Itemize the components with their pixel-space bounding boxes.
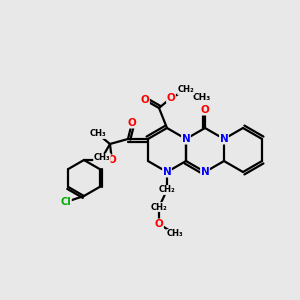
- Text: CH₃: CH₃: [94, 154, 110, 163]
- Text: CH₂: CH₂: [178, 85, 194, 94]
- Text: CH₃: CH₃: [90, 130, 106, 139]
- Text: N: N: [163, 167, 171, 177]
- Text: O: O: [167, 93, 176, 103]
- Text: CH₃: CH₃: [193, 94, 211, 103]
- Text: O: O: [154, 219, 164, 229]
- Text: CH₃: CH₃: [167, 230, 183, 238]
- Text: CH₂: CH₂: [159, 185, 176, 194]
- Text: O: O: [201, 105, 209, 115]
- Text: N: N: [220, 134, 228, 144]
- Text: N: N: [201, 167, 209, 177]
- Text: CH₂: CH₂: [151, 202, 167, 211]
- Text: O: O: [141, 95, 149, 105]
- Text: O: O: [108, 155, 116, 165]
- Text: N: N: [182, 134, 190, 144]
- Text: Cl: Cl: [61, 197, 71, 207]
- Text: O: O: [128, 118, 136, 128]
